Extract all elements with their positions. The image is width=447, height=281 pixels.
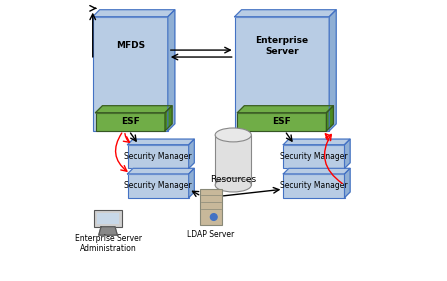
FancyBboxPatch shape xyxy=(237,113,326,131)
FancyBboxPatch shape xyxy=(235,17,329,131)
FancyBboxPatch shape xyxy=(96,113,165,131)
Bar xyxy=(215,135,251,185)
Polygon shape xyxy=(189,168,194,198)
Polygon shape xyxy=(96,106,172,113)
Polygon shape xyxy=(127,168,194,174)
Polygon shape xyxy=(283,139,350,145)
Text: MFDS: MFDS xyxy=(116,41,145,50)
Circle shape xyxy=(211,214,217,220)
Ellipse shape xyxy=(215,128,251,142)
Text: Security Manager: Security Manager xyxy=(280,152,348,161)
Text: Security Manager: Security Manager xyxy=(280,181,348,190)
Polygon shape xyxy=(345,168,350,198)
Text: ESF: ESF xyxy=(273,117,291,126)
Text: Resources: Resources xyxy=(210,175,256,184)
Polygon shape xyxy=(345,139,350,168)
FancyBboxPatch shape xyxy=(94,210,122,227)
FancyBboxPatch shape xyxy=(93,17,168,131)
Polygon shape xyxy=(99,227,117,235)
FancyBboxPatch shape xyxy=(283,174,345,198)
Polygon shape xyxy=(165,106,172,131)
FancyBboxPatch shape xyxy=(127,145,189,168)
Polygon shape xyxy=(189,139,194,168)
Polygon shape xyxy=(326,106,333,131)
Ellipse shape xyxy=(215,178,251,192)
Polygon shape xyxy=(93,10,175,17)
Text: Security Manager: Security Manager xyxy=(124,181,192,190)
Polygon shape xyxy=(235,10,336,17)
FancyBboxPatch shape xyxy=(127,174,189,198)
Text: LDAP Server: LDAP Server xyxy=(187,230,235,239)
FancyBboxPatch shape xyxy=(200,189,222,225)
Text: ESF: ESF xyxy=(121,117,139,126)
Polygon shape xyxy=(283,168,350,174)
FancyBboxPatch shape xyxy=(283,145,345,168)
Polygon shape xyxy=(237,106,333,113)
FancyBboxPatch shape xyxy=(97,213,119,224)
Text: Enterprise
Server: Enterprise Server xyxy=(255,36,308,56)
Text: Enterprise Server
Administration: Enterprise Server Administration xyxy=(75,234,142,253)
Text: Security Manager: Security Manager xyxy=(124,152,192,161)
Polygon shape xyxy=(329,10,336,131)
Polygon shape xyxy=(127,139,194,145)
Polygon shape xyxy=(168,10,175,131)
